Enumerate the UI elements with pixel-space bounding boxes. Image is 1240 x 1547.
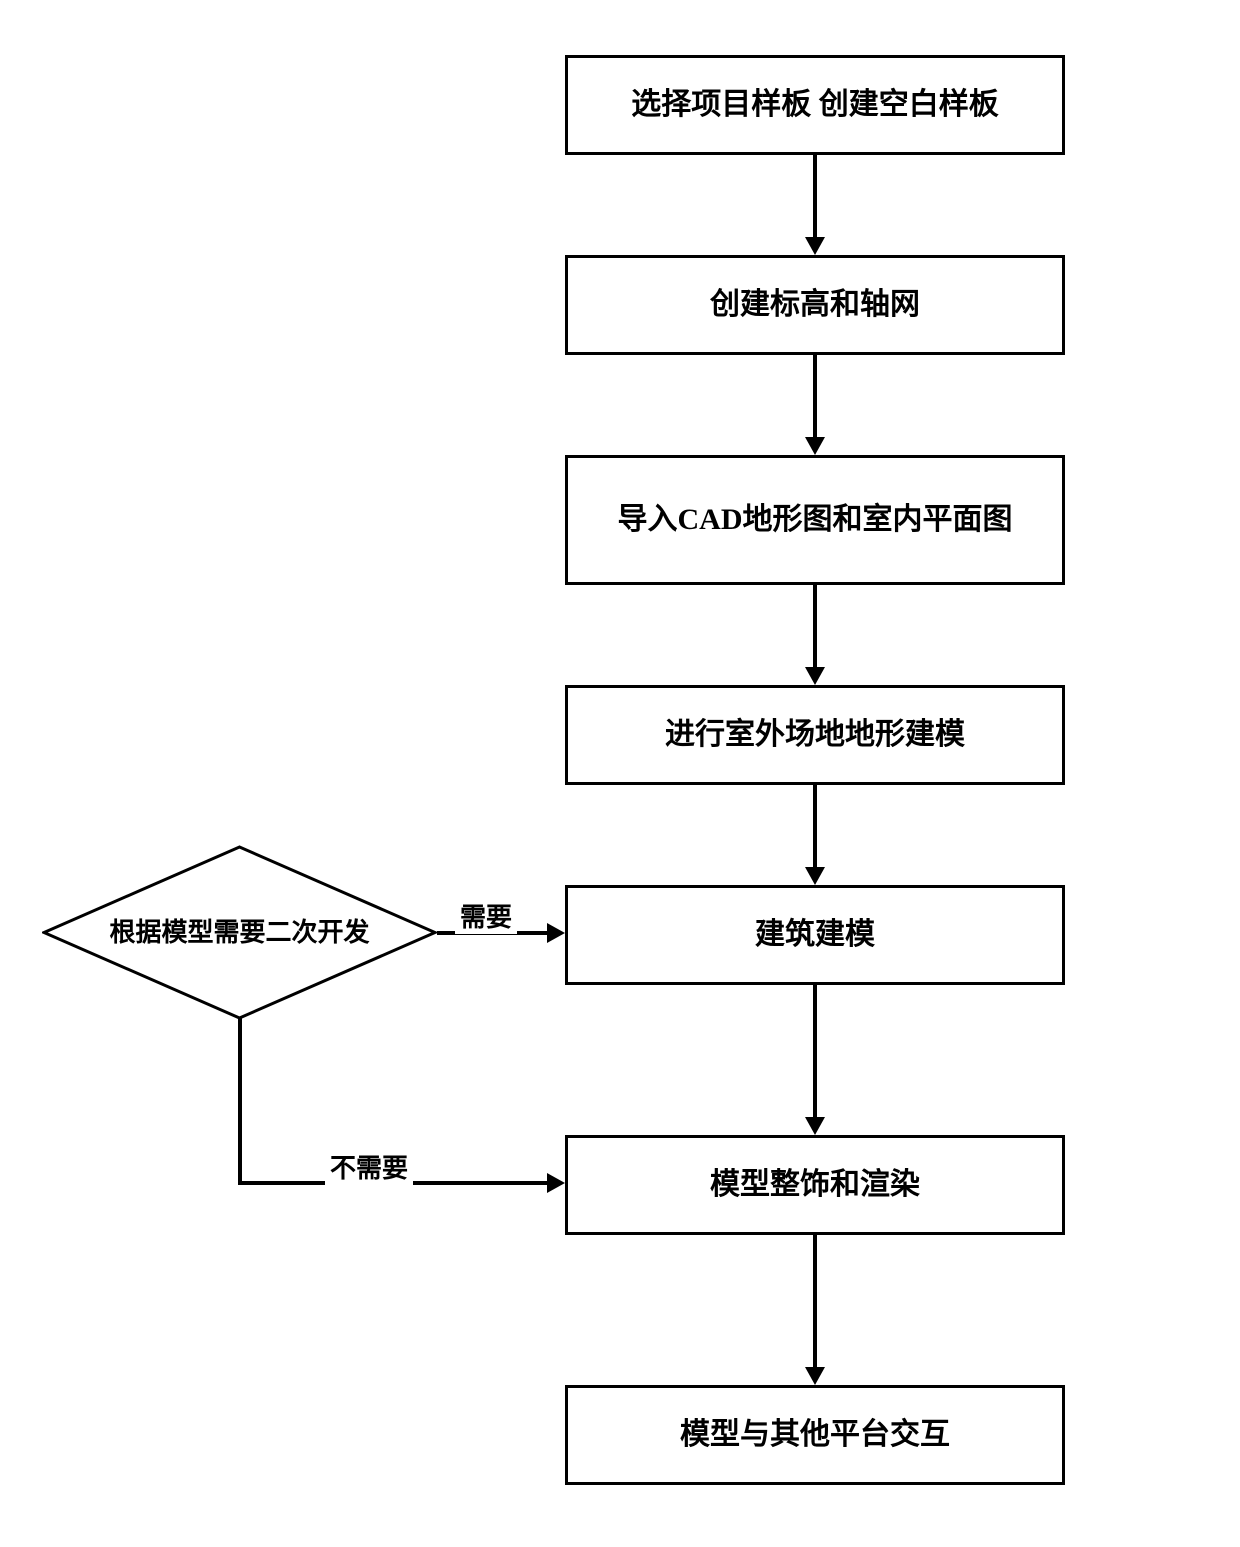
- arrow-2-3: [813, 355, 817, 437]
- step-label: 进行室外场地地形建模: [665, 714, 965, 756]
- arrow-6-7: [813, 1235, 817, 1367]
- arrowhead-need: [547, 923, 565, 943]
- arrowhead-5-6: [805, 1117, 825, 1135]
- arrow-1-2: [813, 155, 817, 237]
- arrowhead-noneed: [547, 1173, 565, 1193]
- step-label: 创建标高和轴网: [710, 284, 920, 326]
- edge-label-noneed: 不需要: [325, 1148, 413, 1185]
- arrowhead-4-5: [805, 867, 825, 885]
- step-platform-interact: 模型与其他平台交互: [565, 1385, 1065, 1485]
- step-render: 模型整饰和渲染: [565, 1135, 1065, 1235]
- step-label: 模型与其他平台交互: [680, 1414, 950, 1456]
- arrow-noneed-v: [238, 1018, 242, 1185]
- step-import-cad: 导入CAD地形图和室内平面图: [565, 455, 1065, 585]
- arrowhead-1-2: [805, 237, 825, 255]
- arrowhead-2-3: [805, 437, 825, 455]
- edge-label-need: 需要: [455, 897, 517, 934]
- step-label: 建筑建模: [755, 914, 875, 956]
- arrow-3-4: [813, 585, 817, 667]
- decision-label: 根据模型需要二次开发: [109, 916, 369, 950]
- step-label: 模型整饰和渲染: [710, 1164, 920, 1206]
- step-create-grid: 创建标高和轴网: [565, 255, 1065, 355]
- arrowhead-3-4: [805, 667, 825, 685]
- decision-secondary-dev: 根据模型需要二次开发: [42, 845, 437, 1020]
- arrow-5-6: [813, 985, 817, 1117]
- step-label: 选择项目样板 创建空白样板: [631, 84, 999, 126]
- arrow-4-5: [813, 785, 817, 867]
- step-label: 导入CAD地形图和室内平面图: [618, 499, 1013, 541]
- flowchart-container: 选择项目样板 创建空白样板 创建标高和轴网 导入CAD地形图和室内平面图 进行室…: [0, 0, 1240, 1547]
- step-building-modeling: 建筑建模: [565, 885, 1065, 985]
- arrowhead-6-7: [805, 1367, 825, 1385]
- step-outdoor-modeling: 进行室外场地地形建模: [565, 685, 1065, 785]
- step-select-template: 选择项目样板 创建空白样板: [565, 55, 1065, 155]
